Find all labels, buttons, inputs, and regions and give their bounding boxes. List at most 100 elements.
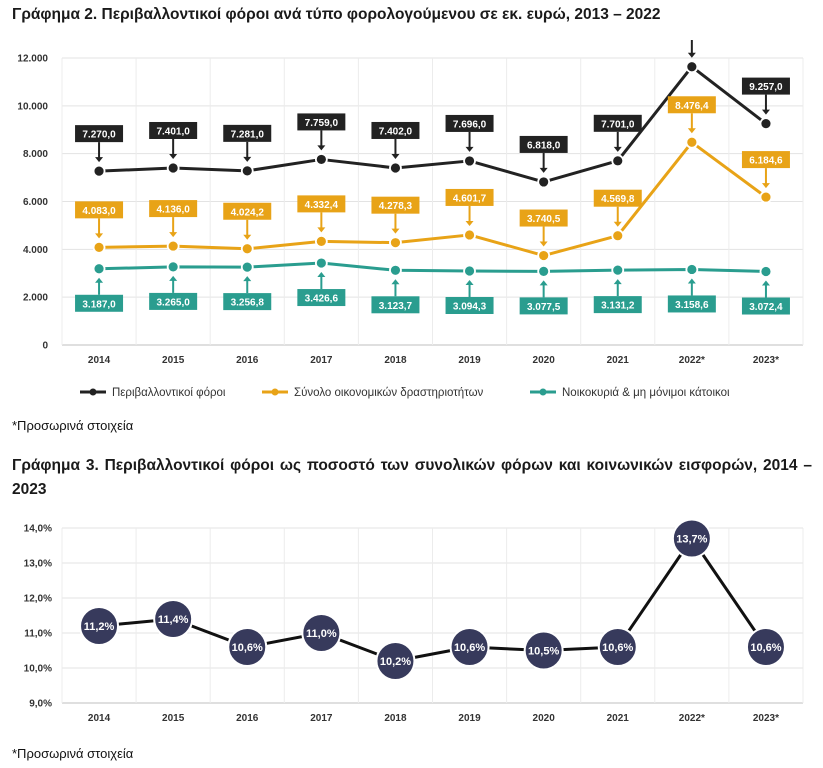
point-bubble (449, 627, 490, 667)
y-tick-label: 12.000 (17, 54, 48, 65)
x-tick-label: 2021 (607, 713, 630, 724)
data-label: 4.024,2 (231, 207, 265, 218)
data-label: 3.256,8 (231, 298, 265, 309)
data-point: 10,6% (745, 627, 786, 667)
callout-arrowhead (169, 232, 178, 238)
x-tick-label: 2018 (384, 713, 407, 724)
x-tick-label: 2017 (310, 713, 333, 724)
point-bubble (745, 627, 786, 667)
callout-arrowhead (317, 145, 326, 151)
y-tick-label: 9,0% (29, 699, 52, 710)
data-label: 7.401,0 (156, 126, 190, 137)
data-point-0: 11.635,0 (685, 40, 699, 74)
callout-arrowhead (317, 272, 326, 278)
data-point-1: 4.083,0 (75, 201, 124, 254)
callout-arrowhead (761, 280, 770, 286)
callout-arrowhead (687, 278, 696, 284)
data-point-0: 6.818,0 (519, 135, 568, 189)
data-point-1: 4.569,8 (593, 189, 642, 243)
data-label: 3.187,0 (82, 299, 116, 310)
y-tick-label: 10,0% (24, 664, 52, 675)
data-point-0: 7.401,0 (149, 121, 198, 175)
data-point-2: 3.265,0 (149, 260, 198, 310)
point-bubble (153, 599, 194, 639)
point-marker (92, 262, 106, 276)
data-point-0: 7.270,0 (75, 125, 124, 178)
point-marker (611, 229, 625, 243)
data-label: 7.759,0 (305, 118, 339, 129)
data-point-1: 8.476,4 (667, 96, 716, 149)
data-label-box (519, 297, 568, 315)
data-label: 6.818,0 (527, 140, 561, 151)
data-point-2: 3.072,4 (741, 265, 790, 315)
data-label: 10,6% (454, 642, 485, 654)
x-tick-label: 2015 (162, 355, 185, 366)
point-marker (685, 60, 699, 74)
data-label-box (371, 196, 420, 214)
data-label: 13,7% (676, 534, 707, 546)
data-label: 3.158,6 (675, 300, 709, 311)
data-label-box (445, 188, 494, 206)
data-point: 10,5% (523, 630, 564, 671)
callout-arrowhead (465, 220, 474, 226)
chart3-note: *Προσωρινά στοιχεία (12, 746, 134, 761)
x-tick-label: 2018 (384, 355, 407, 366)
data-label: 3.094,3 (453, 301, 487, 312)
data-point: 10,6% (449, 627, 490, 667)
legend-item-0: Περιβαλλοντικοί φόροι (80, 387, 226, 399)
data-point: 11,0% (301, 613, 342, 653)
data-label: 4.332,4 (305, 200, 339, 211)
data-label: 4.601,7 (453, 193, 487, 204)
data-label: 7.270,0 (82, 130, 116, 141)
point-bubble (597, 627, 638, 667)
callout-arrowhead (169, 275, 178, 281)
y-tick-label: 11,0% (24, 629, 52, 640)
data-point-1: 3.740,5 (519, 209, 568, 262)
legend-swatch-marker (89, 388, 97, 396)
data-label: 3.740,5 (527, 214, 561, 225)
data-label-box (519, 209, 568, 227)
data-label: 10,2% (380, 656, 411, 668)
point-bubble (523, 630, 564, 671)
point-bubble (671, 518, 712, 559)
x-tick-label: 2021 (607, 355, 630, 366)
data-label: 3.077,5 (527, 302, 561, 313)
x-tick-label: 2019 (458, 355, 481, 366)
chart2-note: *Προσωρινά στοιχεία (12, 418, 134, 433)
series-line-0 (98, 65, 767, 184)
point-marker (537, 175, 551, 189)
data-label-box (223, 202, 272, 220)
point-marker (389, 236, 402, 250)
point-marker (240, 260, 254, 274)
data-label: 11,4% (158, 614, 189, 626)
data-label: 9.257,0 (749, 82, 783, 93)
chart3-environmental-taxes-share: 9,0% 10,0% 11,0% 12,0% 13,0% 14,0% 2014 2015 201… (24, 518, 804, 724)
data-point: 11,4% (153, 599, 194, 639)
callout-arrowhead (465, 279, 474, 285)
x-tick-label: 2016 (236, 355, 259, 366)
callout-arrowhead (761, 183, 770, 189)
y-tick-label: 6.000 (23, 197, 48, 208)
point-marker (537, 249, 551, 262)
point-bubble (227, 627, 268, 667)
callout-arrowhead (95, 277, 104, 283)
point-marker (463, 264, 476, 278)
callout-arrowhead (169, 153, 178, 159)
callout-arrowhead (465, 146, 474, 152)
y-tick-label: 0 (42, 341, 48, 352)
data-label-box (297, 113, 346, 131)
legend-label: Νοικοκυριά & μη μόνιμοι κάτοικοι (562, 387, 730, 399)
x-tick-label: 2023* (753, 713, 779, 724)
data-point-0: 7.281,0 (223, 124, 272, 178)
x-tick-label: 2022* (679, 713, 705, 724)
data-point-1: 4.278,3 (371, 196, 420, 250)
y-tick-label: 13,0% (24, 559, 52, 570)
callout-arrowhead (613, 279, 622, 285)
data-label-box (149, 121, 198, 139)
callout-arrowhead (95, 157, 104, 163)
data-point-2: 3.077,5 (519, 264, 568, 315)
data-label: 11,0% (306, 628, 337, 640)
x-tick-label: 2016 (236, 713, 259, 724)
point-bubble (375, 641, 416, 681)
legend-item-1: Σύνολο οικονομικών δραστηριοτήτων (262, 387, 484, 399)
